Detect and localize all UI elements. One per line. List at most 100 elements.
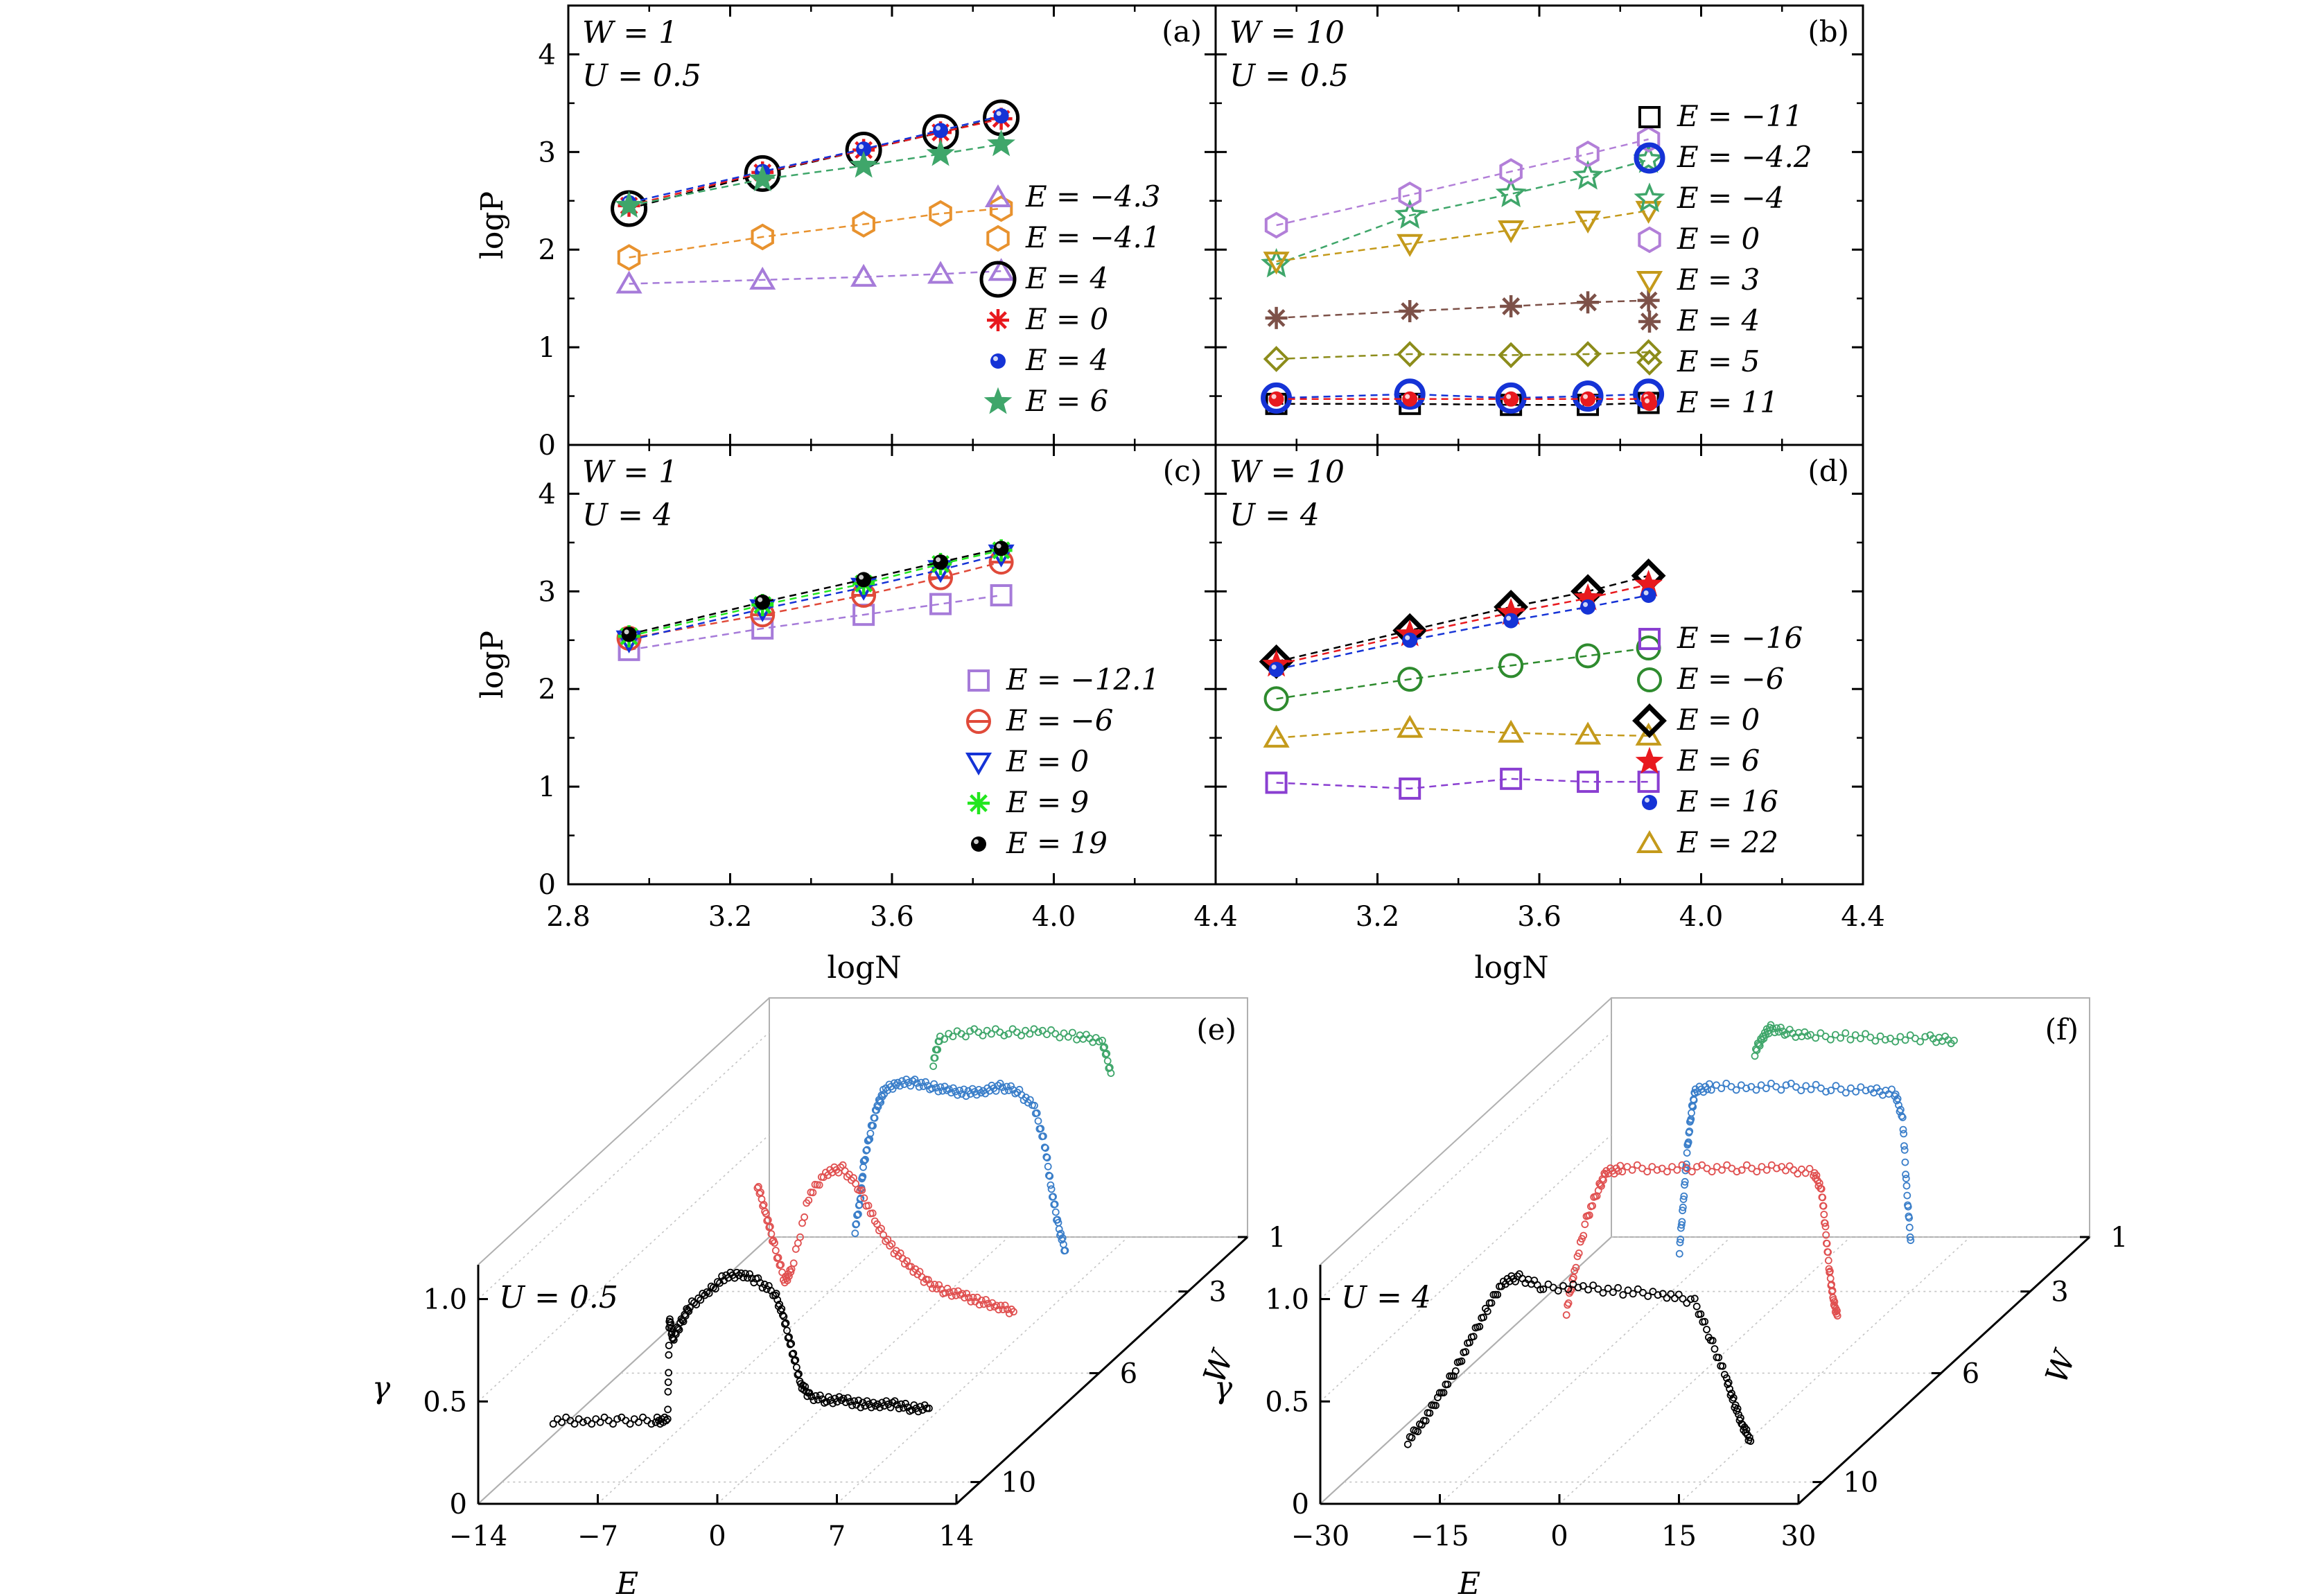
gamma-point <box>1051 1030 1060 1038</box>
gamma-point <box>630 1415 638 1423</box>
data-point-shape <box>1636 125 1661 153</box>
legend-marker-shape <box>1634 182 1665 213</box>
x-tick-label: 3.6 <box>1517 901 1561 933</box>
gamma-tick-label: 0 <box>450 1489 467 1520</box>
data-point-shape <box>615 270 642 294</box>
data-point <box>1577 771 1600 793</box>
data-point-shape <box>1263 724 1290 748</box>
data-point-shine <box>1506 615 1512 621</box>
gamma-point <box>781 1320 789 1328</box>
gamma-point <box>1683 1299 1691 1307</box>
gamma-point <box>815 1181 823 1189</box>
data-point-shine <box>859 144 864 150</box>
gamma-point <box>1539 1285 1548 1293</box>
data-point <box>933 123 949 139</box>
panel-a: 0 1 2 3 4 logP (a) W = 1 U = 0.5 E = −4.3 E = −4.1… <box>475 4 1217 462</box>
data-point <box>1397 714 1424 738</box>
gamma-point <box>1649 1288 1657 1296</box>
gamma-point <box>675 1326 683 1334</box>
gamma-point <box>1876 1032 1884 1040</box>
gamma-point <box>1902 1182 1911 1190</box>
gamma-point <box>1742 1085 1751 1092</box>
gamma-point <box>1562 1311 1570 1319</box>
gamma-point <box>771 1239 778 1247</box>
gamma-point <box>664 1387 672 1396</box>
legend-marker-shape <box>983 387 1013 414</box>
data-point-shine <box>624 629 629 635</box>
data-point <box>1576 140 1600 168</box>
legend-marker-shape <box>1635 746 1664 774</box>
gamma-axis-title: γ <box>372 1371 391 1406</box>
gamma-point <box>962 1033 970 1041</box>
gamma-point <box>1095 1037 1103 1046</box>
series-fit-line <box>1276 159 1649 265</box>
gamma-point <box>996 1080 1004 1087</box>
gamma-point <box>1444 1380 1452 1388</box>
data-point-shape <box>1575 341 1601 367</box>
gamma-point <box>1907 1236 1915 1245</box>
gamma-point <box>1677 1236 1685 1243</box>
gamma-point <box>900 1404 907 1412</box>
gamma-point <box>1767 1080 1775 1087</box>
gamma-point <box>1487 1299 1496 1307</box>
gamma-point <box>940 1035 948 1043</box>
gamma-point <box>1828 1286 1837 1295</box>
gamma-point <box>575 1415 583 1423</box>
gamma-point <box>888 1240 896 1248</box>
data-point <box>1263 252 1290 275</box>
gamma-point <box>925 1404 933 1412</box>
energy-tick-label: 7 <box>828 1520 846 1552</box>
gamma-point <box>977 1089 985 1097</box>
gamma-point <box>1417 1421 1426 1429</box>
floor-edge <box>1320 1236 1612 1505</box>
gamma-point <box>988 1030 995 1038</box>
gamma-point <box>1785 1162 1794 1170</box>
gamma-tick-label: 1.0 <box>423 1284 467 1316</box>
gamma-point <box>1064 1033 1072 1041</box>
gamma-point <box>1043 1031 1051 1038</box>
gamma-point <box>807 1392 816 1401</box>
data-point <box>748 164 777 192</box>
data-point <box>1399 299 1421 322</box>
legend-entry: E = 6 <box>1677 744 1760 778</box>
data-point-shape <box>1263 252 1290 275</box>
gamma-point <box>945 1288 954 1297</box>
gamma-point <box>801 1383 810 1391</box>
gamma-point <box>746 1270 753 1278</box>
gamma-point <box>1753 1168 1761 1176</box>
gamma-point <box>767 1230 776 1238</box>
gamma-point <box>765 1223 773 1231</box>
gamma-point <box>848 1401 856 1410</box>
gamma-point <box>1682 1160 1690 1168</box>
gamma-point <box>1688 1168 1696 1176</box>
data-point-shape <box>1397 341 1424 367</box>
gamma-point <box>1797 1087 1805 1094</box>
gamma-point <box>1579 1282 1587 1290</box>
gamma-point <box>1812 1080 1820 1089</box>
gamma-point <box>986 1304 994 1311</box>
data-point-shape <box>1498 653 1524 678</box>
gamma-point <box>1624 1286 1632 1295</box>
gamma-point <box>1053 1216 1062 1224</box>
gamma-point <box>1777 1086 1785 1094</box>
gamma-tick-label: 0.5 <box>423 1386 467 1418</box>
gamma-point <box>1618 1168 1627 1176</box>
data-point <box>990 584 1013 606</box>
gamma-point <box>643 1417 651 1425</box>
gamma-point <box>1004 1030 1013 1038</box>
wall-grid-line <box>1320 1031 1612 1300</box>
gamma-point <box>995 1306 1003 1314</box>
gamma-point <box>846 1398 854 1405</box>
x-tick-label: 4.4 <box>1193 901 1238 933</box>
gamma-point <box>1099 1037 1106 1044</box>
gamma-point <box>1824 1248 1832 1256</box>
w-axis <box>1797 1236 2091 1505</box>
legend-marker <box>1642 396 1657 411</box>
y-tick-label: 2 <box>539 234 556 266</box>
gamma-point <box>863 1146 871 1154</box>
gamma-tick-label: 0 <box>1292 1489 1309 1520</box>
gamma-tick-label: 1.0 <box>1265 1284 1309 1316</box>
gamma-point <box>1537 1286 1544 1294</box>
data-point <box>1637 771 1660 793</box>
gamma-point <box>983 1026 991 1035</box>
